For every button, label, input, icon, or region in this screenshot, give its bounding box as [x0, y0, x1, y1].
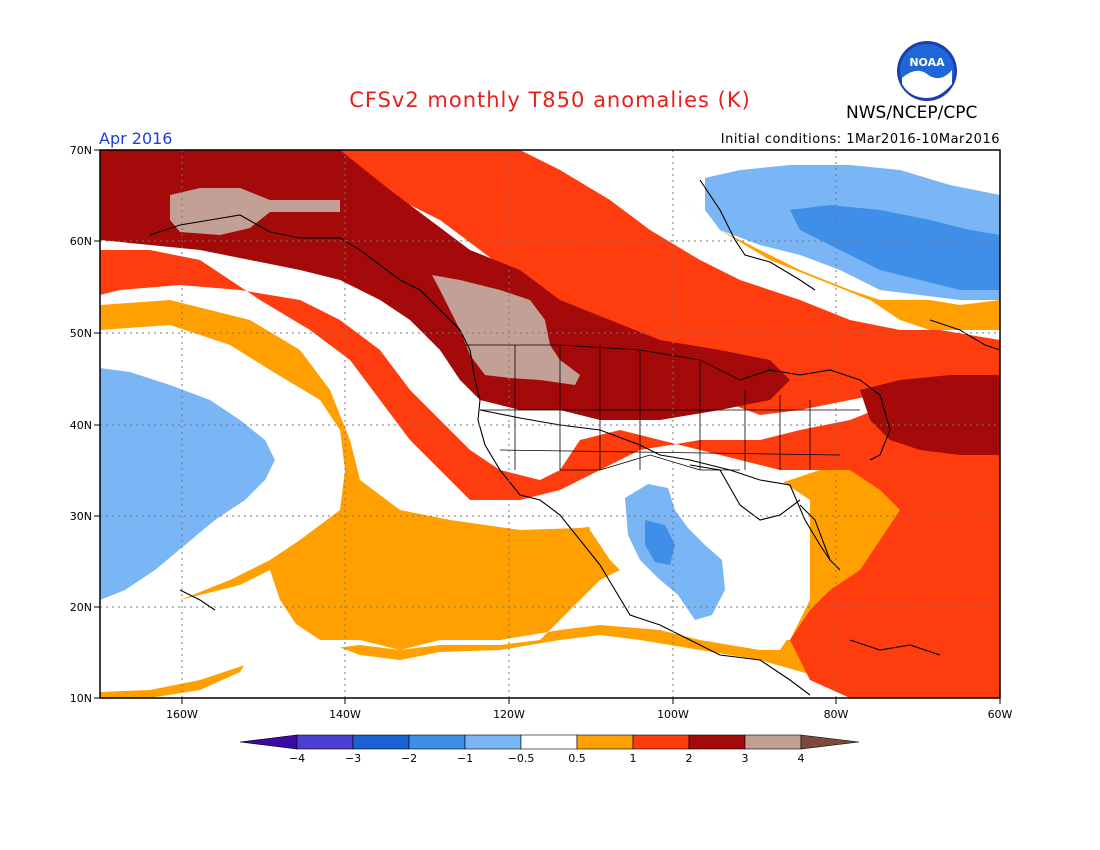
noaa-logo-icon: NOAA: [897, 41, 957, 101]
colorbar-label: −4: [289, 752, 305, 765]
initial-conditions: Initial conditions: 1Mar2016-10Mar2016: [720, 132, 1000, 147]
anomaly-red-north: [340, 150, 1000, 415]
colorbar-swatch: [688, 734, 746, 750]
anomaly-medblue-mexico: [645, 520, 675, 565]
colorbar-label: 1: [630, 752, 637, 765]
colorbar-swatch: [464, 734, 522, 750]
lon-label: 60W: [988, 708, 1013, 721]
map-frame: [99, 149, 1001, 699]
colorbar-swatch: [296, 734, 354, 750]
map-title: CFSv2 monthly T850 anomalies (K): [349, 88, 751, 112]
colorbar-label: 3: [742, 752, 749, 765]
lat-label: 40N: [70, 419, 92, 432]
colorbar-label: 0.5: [568, 752, 586, 765]
forecast-period: Apr 2016: [99, 129, 173, 148]
lat-label: 20N: [70, 601, 92, 614]
lon-label: 120W: [493, 708, 525, 721]
anomaly-red-band: [100, 250, 1000, 698]
anomaly-blue-mexico: [625, 484, 725, 620]
colorbar-arrow-high: [800, 734, 860, 750]
lon-label: 160W: [166, 708, 198, 721]
lat-label: 50N: [70, 327, 92, 340]
political-borders: [465, 344, 860, 471]
noaa-logo-text: NOAA: [909, 56, 945, 69]
lon-labels: 160W 140W 120W 100W 80W 60W: [166, 708, 1012, 721]
anomaly-tan-canada: [432, 275, 580, 385]
colorbar-label: 2: [686, 752, 693, 765]
colorbar-swatch: [744, 734, 802, 750]
lon-label: 100W: [657, 708, 689, 721]
colorbar-swatch: [408, 734, 466, 750]
lat-label: 60N: [70, 235, 92, 248]
colorbar-label: 4: [798, 752, 805, 765]
colorbar-label: −2: [401, 752, 417, 765]
colorbar-arrow-low: [239, 734, 298, 750]
coastlines: [149, 179, 1000, 696]
lon-label: 80W: [824, 708, 849, 721]
lat-label: 70N: [70, 144, 92, 157]
lat-lon-grid: [100, 150, 1000, 698]
anomaly-neutral-subtropics: [100, 500, 810, 692]
lat-labels: 70N 60N 50N 40N 30N 20N 10N: [70, 144, 92, 705]
colorbar-swatch: [632, 734, 690, 750]
colorbar-label: −3: [345, 752, 361, 765]
colorbar-label: −1: [457, 752, 473, 765]
colorbar: −4 −3 −2 −1 −0.5 0.5 1 2 3 4: [239, 734, 860, 765]
lat-label: 10N: [70, 692, 92, 705]
colorbar-swatch: [520, 734, 578, 750]
anomaly-tan-alaska: [170, 188, 340, 235]
agency-label: NWS/NCEP/CPC: [846, 103, 978, 123]
lon-label: 140W: [329, 708, 361, 721]
axis-ticks: [94, 149, 1001, 704]
anomaly-medblue-hudson: [790, 205, 1000, 290]
anomaly-darkred-northeast: [860, 375, 1000, 455]
anomaly-blue-pacific: [100, 368, 275, 600]
colorbar-label: −0.5: [508, 752, 535, 765]
lat-label: 30N: [70, 510, 92, 523]
colorbar-swatch: [576, 734, 634, 750]
colorbar-swatch: [352, 734, 410, 750]
